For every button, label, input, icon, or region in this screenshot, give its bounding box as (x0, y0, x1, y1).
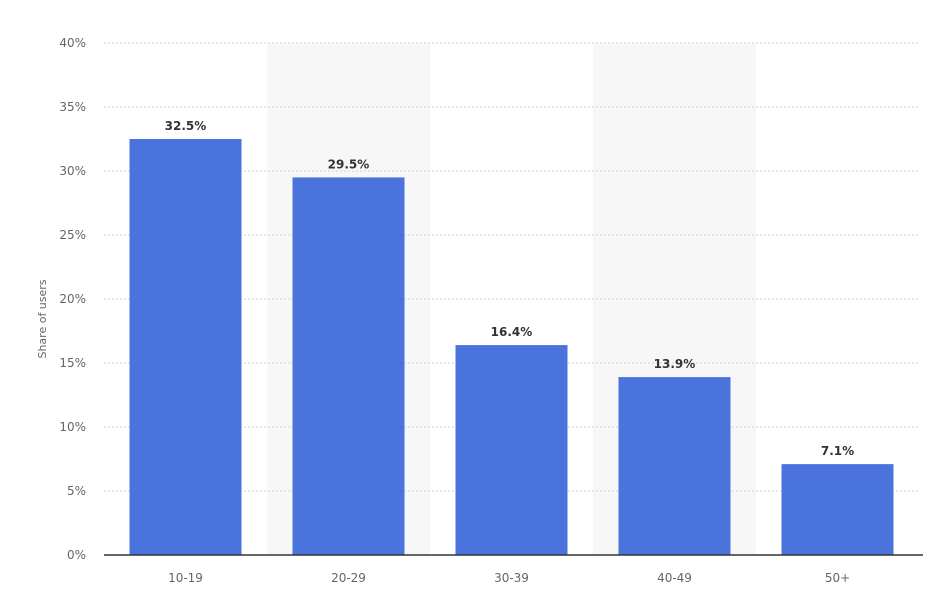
data-label: 32.5% (165, 119, 207, 133)
y-tick-label: 15% (59, 356, 86, 370)
x-tick-label: 20-29 (331, 571, 366, 585)
y-tick-label: 25% (59, 228, 86, 242)
x-tick-label: 30-39 (494, 571, 529, 585)
y-tick-label: 10% (59, 420, 86, 434)
y-tick-label: 35% (59, 100, 86, 114)
data-label: 13.9% (654, 357, 696, 371)
bar[interactable] (129, 139, 242, 555)
data-labels: 32.5% 29.5% 16.4% 13.9% 7.1% (165, 119, 854, 458)
y-tick-label: 40% (59, 36, 86, 50)
bar[interactable] (292, 177, 405, 555)
y-axis-title: Share of users (36, 279, 49, 358)
data-label: 7.1% (821, 444, 854, 458)
bar[interactable] (455, 345, 568, 555)
data-label: 29.5% (328, 157, 370, 171)
x-tick-label: 10-19 (168, 571, 203, 585)
x-tick-label: 40-49 (657, 571, 692, 585)
y-tick-label: 5% (67, 484, 86, 498)
y-tick-label: 0% (67, 548, 86, 562)
y-axis-ticks: 0% 5% 10% 15% 20% 25% 30% 35% 40% (59, 36, 86, 562)
bars (129, 139, 894, 555)
y-tick-label: 30% (59, 164, 86, 178)
x-tick-label: 50+ (825, 571, 850, 585)
data-label: 16.4% (491, 325, 533, 339)
y-tick-label: 20% (59, 292, 86, 306)
bar[interactable] (618, 377, 731, 555)
x-axis-ticks: 10-19 20-29 30-39 40-49 50+ (168, 571, 850, 585)
bar[interactable] (781, 464, 894, 555)
